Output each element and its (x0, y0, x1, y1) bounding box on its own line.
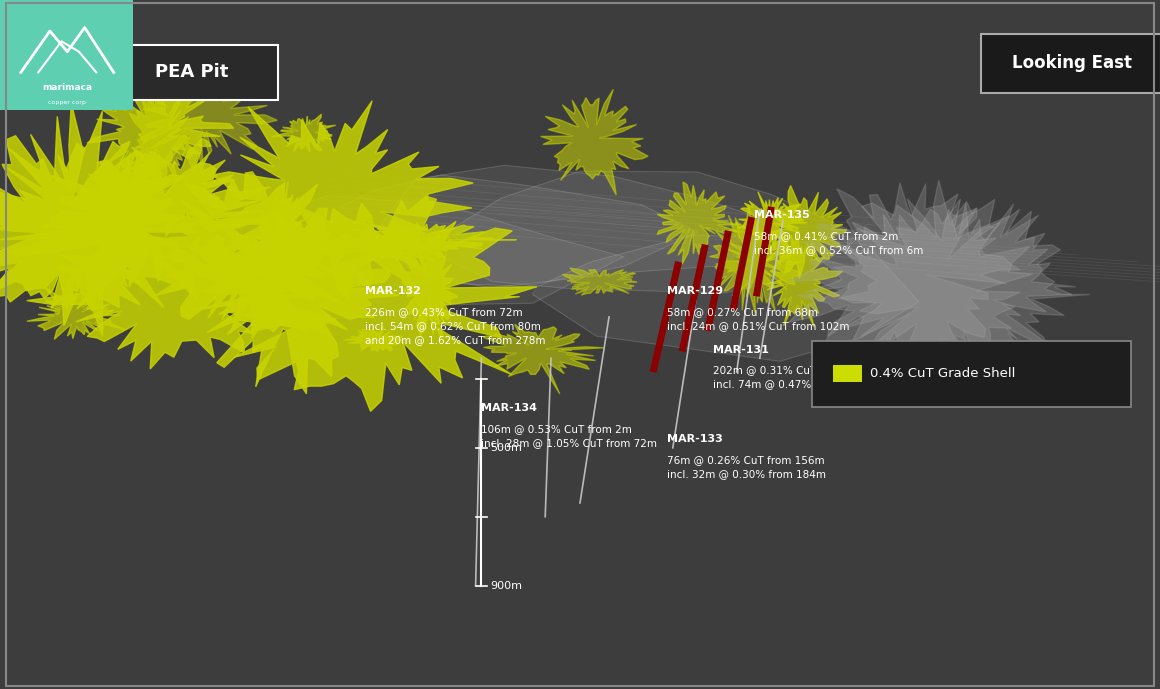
Text: 202m @ 0.31% CuT from 42m
incl. 74m @ 0.47% CuT from 162m: 202m @ 0.31% CuT from 42m incl. 74m @ 0.… (713, 365, 896, 389)
Text: Looking East: Looking East (1012, 54, 1132, 72)
Text: 58m @ 0.27% CuT from 68m
incl. 24m @ 0.51% CuT from 102m: 58m @ 0.27% CuT from 68m incl. 24m @ 0.5… (667, 307, 849, 331)
Polygon shape (155, 172, 357, 338)
Polygon shape (27, 229, 335, 369)
Polygon shape (838, 199, 1090, 391)
Polygon shape (797, 199, 1032, 400)
Text: 0.4% CuT Grade Shell: 0.4% CuT Grade Shell (870, 367, 1015, 380)
Polygon shape (79, 152, 157, 217)
Polygon shape (657, 182, 741, 265)
Text: MAR-135: MAR-135 (754, 210, 810, 220)
Polygon shape (27, 287, 125, 339)
Polygon shape (403, 240, 458, 339)
Polygon shape (738, 192, 807, 250)
Polygon shape (135, 62, 277, 175)
Text: marimaca: marimaca (42, 83, 93, 92)
Polygon shape (759, 185, 847, 278)
Polygon shape (87, 76, 233, 180)
Polygon shape (710, 205, 778, 313)
Text: MAR-134: MAR-134 (481, 403, 537, 413)
Text: MAR-131: MAR-131 (713, 344, 769, 355)
Polygon shape (833, 181, 1075, 389)
Polygon shape (176, 195, 624, 319)
Text: MAR-129: MAR-129 (667, 286, 723, 296)
Polygon shape (186, 208, 399, 393)
Polygon shape (225, 196, 537, 411)
Text: MAR-133: MAR-133 (667, 434, 723, 444)
Polygon shape (0, 116, 203, 311)
FancyBboxPatch shape (812, 341, 1131, 407)
Text: 226m @ 0.43% CuT from 72m
incl. 54m @ 0.62% CuT from 80m
and 20m @ 1.62% CuT fro: 226m @ 0.43% CuT from 72m incl. 54m @ 0.… (365, 307, 546, 344)
Polygon shape (423, 171, 862, 293)
Polygon shape (130, 139, 234, 236)
Polygon shape (204, 101, 473, 300)
FancyBboxPatch shape (981, 34, 1160, 93)
Polygon shape (256, 181, 303, 271)
Polygon shape (563, 268, 637, 295)
Polygon shape (532, 235, 919, 361)
Text: 106m @ 0.53% CuT from 2m
incl. 28m @ 1.05% CuT from 72m: 106m @ 0.53% CuT from 2m incl. 28m @ 1.0… (481, 424, 658, 448)
Polygon shape (316, 223, 462, 261)
Polygon shape (340, 223, 516, 258)
Polygon shape (271, 114, 335, 152)
Polygon shape (345, 327, 405, 351)
FancyBboxPatch shape (104, 45, 278, 100)
Polygon shape (363, 165, 785, 287)
Text: 58m @ 0.41% CuT from 2m
incl. 36m @ 0.52% CuT from 6m: 58m @ 0.41% CuT from 2m incl. 36m @ 0.52… (754, 231, 923, 255)
Text: copper corp: copper corp (49, 100, 86, 105)
Polygon shape (260, 175, 697, 293)
Polygon shape (484, 324, 604, 394)
Polygon shape (789, 183, 1020, 369)
Polygon shape (0, 103, 195, 336)
Polygon shape (716, 219, 800, 311)
Polygon shape (767, 228, 842, 327)
Text: MAR-132: MAR-132 (365, 286, 421, 296)
Bar (0, 0, 133, 110)
Text: 900m: 900m (491, 581, 523, 590)
Polygon shape (126, 74, 189, 193)
Polygon shape (541, 90, 648, 195)
Bar (833, 365, 862, 382)
Text: 500m: 500m (491, 443, 522, 453)
Text: PEA Pit: PEA Pit (154, 63, 229, 81)
Polygon shape (0, 151, 270, 309)
Text: 76m @ 0.26% CuT from 156m
incl. 32m @ 0.30% from 184m: 76m @ 0.26% CuT from 156m incl. 32m @ 0.… (667, 455, 826, 479)
